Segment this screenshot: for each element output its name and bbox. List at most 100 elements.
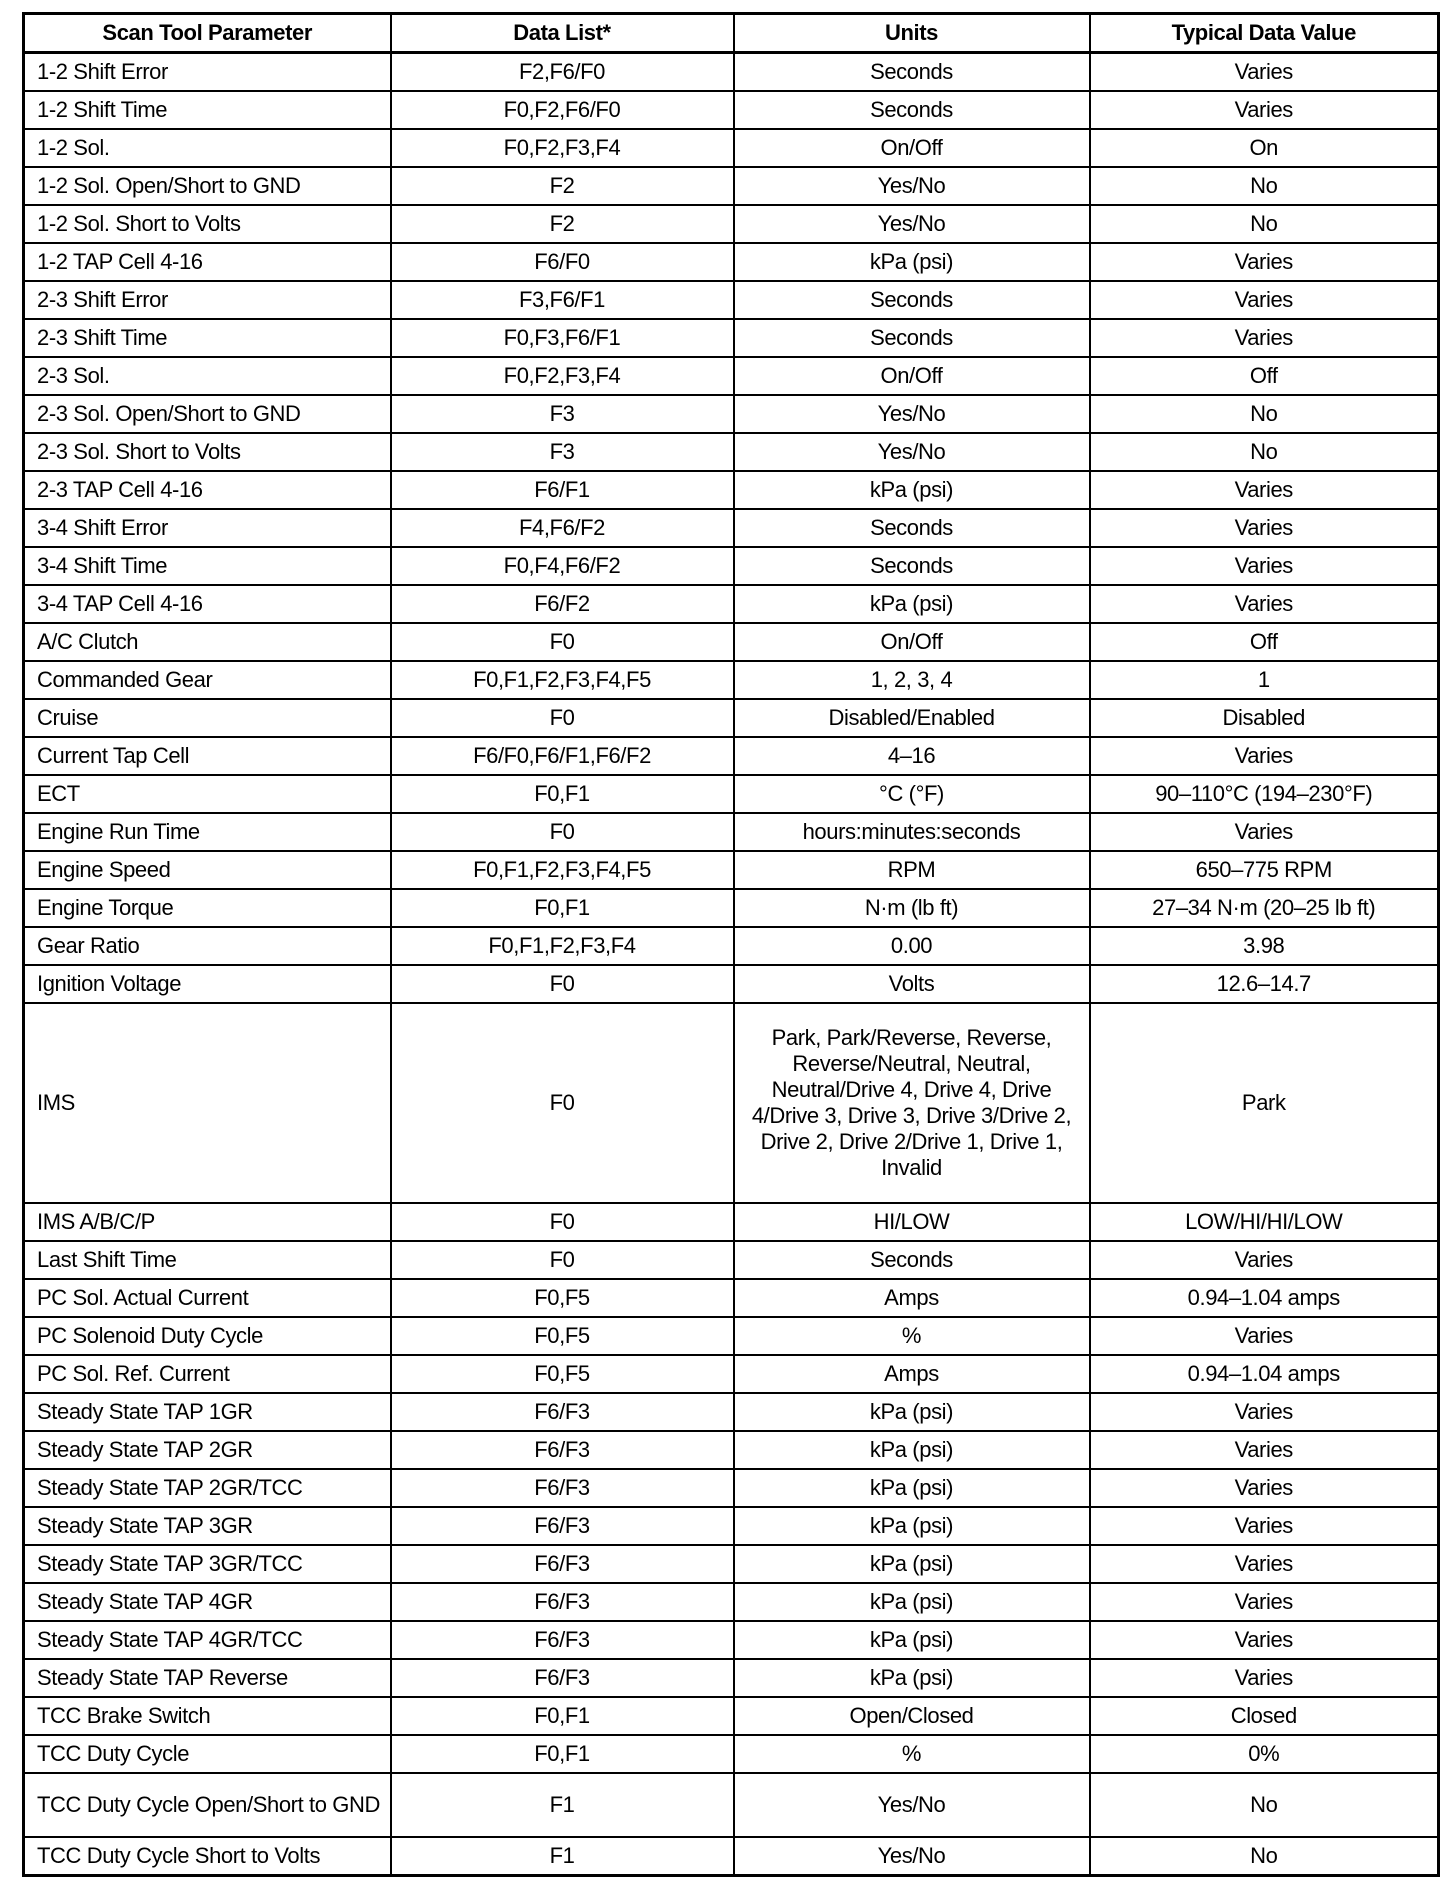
- typical-value-cell: No: [1088, 432, 1440, 472]
- typical-value-cell: 27–34 N·m (20–25 lb ft): [1088, 888, 1440, 928]
- table-row: Ignition Voltage F0 Volts 12.6–14.7: [22, 964, 1440, 1004]
- table-row: A/C Clutch F0 On/Off Off: [22, 622, 1440, 662]
- table-row: 2-3 Sol. F0,F2,F3,F4 On/Off Off: [22, 356, 1440, 396]
- data-list-cell: F3,F6/F1: [389, 280, 735, 320]
- table-row: Steady State TAP 3GR/TCC F6/F3 kPa (psi) Va…: [22, 1544, 1440, 1584]
- parameter-cell: 1-2 Sol.: [22, 128, 392, 168]
- units-cell: N·m (lb ft): [732, 888, 1091, 928]
- data-list-cell: F0,F1,F2,F3,F4: [389, 926, 735, 966]
- table-row: IMS A/B/C/P F0 HI/LOW LOW/HI/HI/LOW: [22, 1202, 1440, 1242]
- units-cell: Park, Park/Reverse, Reverse, Reverse/Neu…: [732, 1002, 1091, 1204]
- parameter-cell: 2-3 Sol. Open/Short to GND: [22, 394, 392, 434]
- units-cell: kPa (psi): [732, 1658, 1091, 1698]
- units-cell: Volts: [732, 964, 1091, 1004]
- parameter-cell: Current Tap Cell: [22, 736, 392, 776]
- scan-tool-parameter-table: Scan Tool Parameter Data List* Units Typ…: [22, 12, 1440, 1877]
- table-row: 2-3 Shift Time F0,F3,F6/F1 Seconds Varies: [22, 318, 1440, 358]
- parameter-cell: 2-3 Shift Time: [22, 318, 392, 358]
- parameter-cell: Steady State TAP 2GR: [22, 1430, 392, 1470]
- parameter-cell: TCC Duty Cycle: [22, 1734, 392, 1774]
- table-row: TCC Duty Cycle Short to Volts F1 Yes/No No: [22, 1836, 1440, 1877]
- data-list-cell: F0,F1,F2,F3,F4,F5: [389, 660, 735, 700]
- data-list-cell: F0,F4,F6/F2: [389, 546, 735, 586]
- typical-value-cell: No: [1088, 166, 1440, 206]
- units-cell: kPa (psi): [732, 1582, 1091, 1622]
- units-cell: 4–16: [732, 736, 1091, 776]
- typical-value-cell: Varies: [1088, 1468, 1440, 1508]
- units-cell: Seconds: [732, 546, 1091, 586]
- units-cell: Disabled/Enabled: [732, 698, 1091, 738]
- table-row: 1-2 Shift Time F0,F2,F6/F0 Seconds Varies: [22, 90, 1440, 130]
- table-row: 2-3 Sol. Short to Volts F3 Yes/No No: [22, 432, 1440, 472]
- data-list-cell: F0,F1: [389, 774, 735, 814]
- parameter-cell: PC Solenoid Duty Cycle: [22, 1316, 392, 1356]
- units-cell: Yes/No: [732, 432, 1091, 472]
- data-list-cell: F3: [389, 432, 735, 472]
- data-list-cell: F0,F2,F3,F4: [389, 356, 735, 396]
- units-cell: kPa (psi): [732, 470, 1091, 510]
- parameter-cell: Commanded Gear: [22, 660, 392, 700]
- typical-value-cell: Varies: [1088, 1582, 1440, 1622]
- table-row: 1-2 Shift Error F2,F6/F0 Seconds Varies: [22, 51, 1440, 92]
- header-row: Scan Tool Parameter Data List* Units Typ…: [22, 12, 1440, 54]
- header-typical-data-value: Typical Data Value: [1088, 12, 1440, 54]
- parameter-cell: A/C Clutch: [22, 622, 392, 662]
- units-cell: 1, 2, 3, 4: [732, 660, 1091, 700]
- parameter-cell: Steady State TAP 1GR: [22, 1392, 392, 1432]
- units-cell: On/Off: [732, 356, 1091, 396]
- parameter-cell: 1-2 Sol. Open/Short to GND: [22, 166, 392, 206]
- typical-value-cell: Off: [1088, 356, 1440, 396]
- table-row: Steady State TAP 4GR/TCC F6/F3 kPa (psi) Va…: [22, 1620, 1440, 1660]
- typical-value-cell: Varies: [1088, 508, 1440, 548]
- table-row: Cruise F0 Disabled/Enabled Disabled: [22, 698, 1440, 738]
- parameter-cell: Gear Ratio: [22, 926, 392, 966]
- data-list-cell: F6/F0,F6/F1,F6/F2: [389, 736, 735, 776]
- typical-value-cell: 12.6–14.7: [1088, 964, 1440, 1004]
- table-body: 1-2 Shift Error F2,F6/F0 Seconds Varies 1-2 …: [22, 51, 1440, 1877]
- units-cell: Amps: [732, 1354, 1091, 1394]
- table-row: Steady State TAP 1GR F6/F3 kPa (psi) Varies: [22, 1392, 1440, 1432]
- table-row: 1-2 Sol. Open/Short to GND F2 Yes/No No: [22, 166, 1440, 206]
- typical-value-cell: 1: [1088, 660, 1440, 700]
- table-row: 2-3 Shift Error F3,F6/F1 Seconds Varies: [22, 280, 1440, 320]
- parameter-cell: Steady State TAP 3GR: [22, 1506, 392, 1546]
- typical-value-cell: Varies: [1088, 736, 1440, 776]
- parameter-cell: 1-2 Sol. Short to Volts: [22, 204, 392, 244]
- typical-value-cell: 0.94–1.04 amps: [1088, 1278, 1440, 1318]
- data-list-cell: F0: [389, 812, 735, 852]
- units-cell: Amps: [732, 1278, 1091, 1318]
- table-row: 1-2 Sol. Short to Volts F2 Yes/No No: [22, 204, 1440, 244]
- parameter-cell: Cruise: [22, 698, 392, 738]
- parameter-cell: Engine Speed: [22, 850, 392, 890]
- parameter-cell: 1-2 Shift Time: [22, 90, 392, 130]
- parameter-cell: Steady State TAP 2GR/TCC: [22, 1468, 392, 1508]
- parameter-cell: Ignition Voltage: [22, 964, 392, 1004]
- typical-value-cell: Closed: [1088, 1696, 1440, 1736]
- table-row: ECT F0,F1 °C (°F) 90–110°C (194–230°F): [22, 774, 1440, 814]
- units-cell: kPa (psi): [732, 1544, 1091, 1584]
- data-list-cell: F6/F0: [389, 242, 735, 282]
- parameter-cell: Engine Run Time: [22, 812, 392, 852]
- units-cell: %: [732, 1734, 1091, 1774]
- units-cell: 0.00: [732, 926, 1091, 966]
- table-row: 1-2 Sol. F0,F2,F3,F4 On/Off On: [22, 128, 1440, 168]
- data-list-cell: F0: [389, 1002, 735, 1204]
- typical-value-cell: Varies: [1088, 1544, 1440, 1584]
- units-cell: Open/Closed: [732, 1696, 1091, 1736]
- data-list-cell: F0: [389, 698, 735, 738]
- table-row: 1-2 TAP Cell 4-16 F6/F0 kPa (psi) Varies: [22, 242, 1440, 282]
- typical-value-cell: 3.98: [1088, 926, 1440, 966]
- parameter-cell: Steady State TAP 3GR/TCC: [22, 1544, 392, 1584]
- units-cell: Yes/No: [732, 204, 1091, 244]
- table-row: 3-4 Shift Time F0,F4,F6/F2 Seconds Varies: [22, 546, 1440, 586]
- table-row: PC Sol. Ref. Current F0,F5 Amps 0.94–1.04 a…: [22, 1354, 1440, 1394]
- units-cell: Seconds: [732, 51, 1091, 92]
- typical-value-cell: On: [1088, 128, 1440, 168]
- typical-value-cell: Varies: [1088, 318, 1440, 358]
- units-cell: Yes/No: [732, 166, 1091, 206]
- parameter-cell: 2-3 TAP Cell 4-16: [22, 470, 392, 510]
- typical-value-cell: 0%: [1088, 1734, 1440, 1774]
- parameter-cell: IMS A/B/C/P: [22, 1202, 392, 1242]
- data-list-cell: F6/F3: [389, 1392, 735, 1432]
- parameter-cell: 1-2 Shift Error: [22, 51, 392, 92]
